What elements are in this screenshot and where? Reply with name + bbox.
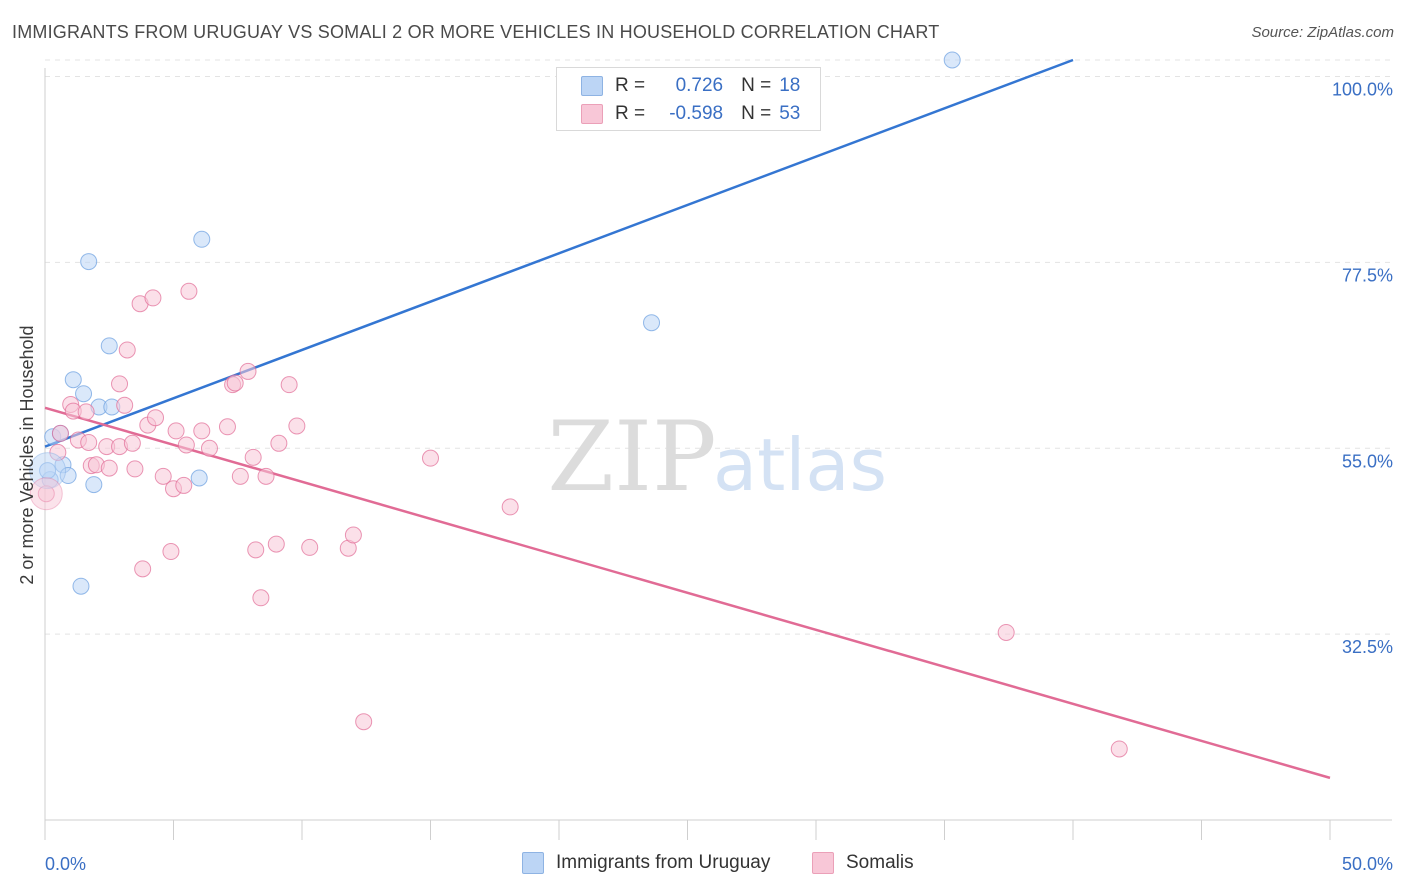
trend-lines bbox=[44, 58, 1331, 780]
point-somalis bbox=[193, 422, 211, 440]
x-tick-label: 50.0% bbox=[1342, 854, 1393, 874]
point-uruguay bbox=[190, 469, 208, 487]
point-somalis bbox=[80, 433, 98, 451]
point-somalis bbox=[116, 396, 134, 414]
point-somalis bbox=[1110, 740, 1128, 758]
legend-swatch-somalis bbox=[581, 104, 603, 124]
watermark: ZIP atlas bbox=[547, 401, 887, 513]
x-tick-label: 0.0% bbox=[45, 854, 86, 874]
point-somalis bbox=[218, 418, 236, 436]
point-somalis bbox=[100, 459, 118, 477]
point-uruguay bbox=[100, 337, 118, 355]
point-somalis bbox=[180, 282, 198, 300]
legend-swatch-uruguay bbox=[522, 852, 544, 874]
point-somalis bbox=[270, 434, 288, 452]
point-somalis bbox=[77, 403, 95, 421]
point-uruguay bbox=[72, 577, 90, 595]
point-uruguay bbox=[64, 371, 82, 389]
legend-label-uruguay: Immigrants from Uruguay bbox=[556, 852, 771, 873]
legend-item-uruguay: Immigrants from Uruguay bbox=[522, 852, 770, 874]
legend-n-label: N = bbox=[741, 103, 772, 124]
point-uruguay bbox=[80, 253, 98, 271]
point-somalis bbox=[167, 422, 185, 440]
point-somalis bbox=[162, 543, 180, 561]
point-somalis bbox=[51, 424, 69, 442]
point-somalis bbox=[267, 535, 285, 553]
legend-n-label: N = bbox=[741, 75, 772, 96]
legend-label-somalis: Somalis bbox=[846, 852, 914, 873]
y-tick-label: 100.0% bbox=[1332, 80, 1393, 100]
point-somalis bbox=[226, 374, 244, 392]
legend-item-somalis: Somalis bbox=[812, 852, 914, 874]
point-somalis bbox=[344, 526, 362, 544]
point-somalis bbox=[200, 439, 218, 457]
y-tick-label: 77.5% bbox=[1342, 265, 1393, 285]
point-somalis bbox=[118, 341, 136, 359]
point-somalis-large bbox=[29, 477, 63, 511]
watermark-zip: ZIP bbox=[547, 401, 716, 513]
y-tick-label: 32.5% bbox=[1342, 637, 1393, 657]
point-uruguay bbox=[85, 476, 103, 494]
point-somalis bbox=[280, 376, 298, 394]
point-uruguay bbox=[75, 385, 93, 403]
point-somalis bbox=[247, 541, 265, 559]
legend-n-value: 18 bbox=[779, 75, 801, 96]
y-axis-label: 2 or more Vehicles in Household bbox=[17, 325, 37, 584]
point-somalis bbox=[301, 538, 319, 556]
point-somalis bbox=[126, 460, 144, 478]
point-somalis bbox=[288, 417, 306, 435]
point-somalis bbox=[177, 436, 195, 454]
point-somalis bbox=[252, 589, 270, 607]
legend-r-label: R = bbox=[615, 75, 646, 96]
legend-n-value: 53 bbox=[779, 103, 801, 124]
point-somalis bbox=[147, 409, 165, 427]
legend-r-value: -0.598 bbox=[669, 103, 724, 124]
tick-labels: 32.5% 55.0% 77.5% 100.0% 0.0% 50.0% bbox=[45, 80, 1393, 874]
data-points bbox=[29, 51, 1128, 758]
point-somalis bbox=[111, 375, 129, 393]
source-label: Source: ZipAtlas.com bbox=[1251, 24, 1394, 41]
point-somalis bbox=[123, 434, 141, 452]
point-somalis bbox=[501, 498, 519, 516]
point-somalis bbox=[134, 560, 152, 578]
legend-r-label: R = bbox=[615, 103, 646, 124]
y-tick-label: 55.0% bbox=[1342, 451, 1393, 471]
point-somalis bbox=[175, 476, 193, 494]
point-somalis bbox=[231, 467, 249, 485]
legend-swatch-uruguay bbox=[581, 76, 603, 96]
legend-r-value: 0.726 bbox=[675, 75, 724, 96]
legend-top: R = 0.726 N = 18 R = -0.598 N = 53 bbox=[556, 67, 821, 131]
point-uruguay bbox=[193, 230, 211, 248]
point-somalis bbox=[355, 713, 373, 731]
point-somalis bbox=[239, 362, 257, 380]
point-uruguay bbox=[643, 314, 661, 332]
legend-row-somalis: R = -0.598 N = 53 bbox=[581, 102, 800, 126]
point-somalis bbox=[422, 449, 439, 467]
point-somalis bbox=[997, 623, 1015, 641]
point-uruguay bbox=[943, 51, 961, 69]
point-somalis bbox=[154, 467, 172, 485]
legend-swatch-somalis bbox=[812, 852, 834, 874]
chart-title: IMMIGRANTS FROM URUGUAY VS SOMALI 2 OR M… bbox=[12, 22, 940, 42]
watermark-atlas: atlas bbox=[713, 423, 887, 507]
trend-line-somalis bbox=[44, 406, 1331, 780]
legend-row-uruguay: R = 0.726 N = 18 bbox=[581, 74, 800, 98]
gridlines bbox=[45, 59, 1392, 635]
point-somalis bbox=[244, 448, 262, 466]
axes bbox=[44, 68, 1392, 840]
trend-line-uruguay bbox=[44, 58, 1074, 448]
point-somalis bbox=[144, 289, 162, 307]
point-somalis bbox=[257, 467, 275, 485]
